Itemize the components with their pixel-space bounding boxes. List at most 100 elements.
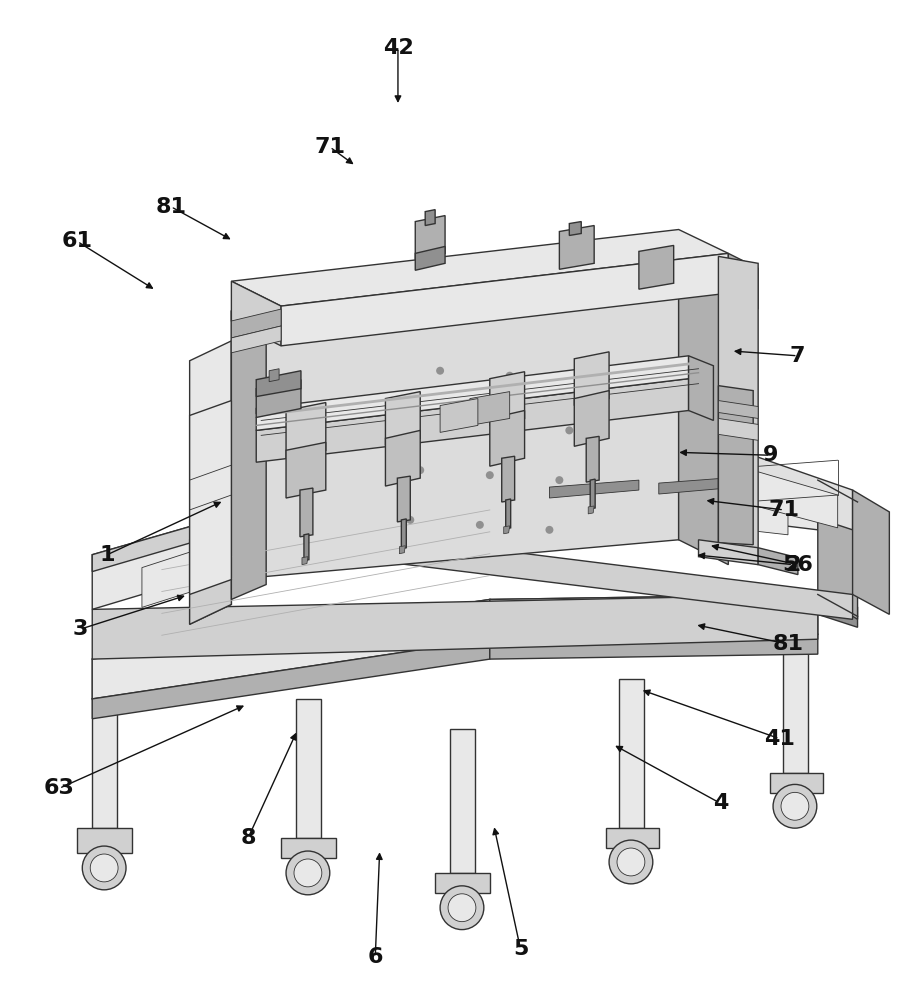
Text: 41: 41: [764, 729, 795, 749]
Polygon shape: [490, 634, 818, 659]
Circle shape: [781, 792, 809, 820]
Text: 61: 61: [62, 231, 92, 251]
Polygon shape: [490, 410, 525, 466]
Polygon shape: [399, 546, 405, 554]
Polygon shape: [256, 371, 301, 397]
Polygon shape: [718, 401, 758, 418]
Polygon shape: [415, 216, 445, 259]
Polygon shape: [142, 458, 788, 607]
Polygon shape: [574, 352, 609, 406]
Polygon shape: [435, 873, 490, 893]
Circle shape: [407, 516, 414, 524]
Text: 6: 6: [367, 947, 383, 967]
Circle shape: [416, 466, 424, 474]
Polygon shape: [351, 532, 853, 619]
Polygon shape: [231, 326, 282, 353]
Polygon shape: [504, 526, 510, 534]
Polygon shape: [490, 372, 525, 425]
Polygon shape: [606, 828, 659, 848]
Polygon shape: [286, 403, 325, 458]
Polygon shape: [758, 548, 798, 575]
Polygon shape: [256, 380, 301, 417]
Polygon shape: [92, 639, 490, 719]
Polygon shape: [574, 391, 609, 446]
Polygon shape: [619, 679, 643, 828]
Circle shape: [505, 372, 514, 380]
Polygon shape: [231, 261, 678, 580]
Polygon shape: [698, 540, 758, 565]
Polygon shape: [282, 838, 335, 858]
Polygon shape: [256, 356, 688, 430]
Polygon shape: [256, 379, 688, 462]
Polygon shape: [502, 456, 515, 502]
Polygon shape: [302, 557, 308, 565]
Circle shape: [476, 521, 484, 529]
Polygon shape: [78, 828, 132, 853]
Circle shape: [448, 894, 476, 922]
Polygon shape: [231, 230, 728, 306]
Polygon shape: [688, 356, 714, 420]
Polygon shape: [425, 210, 435, 226]
Polygon shape: [351, 450, 853, 532]
Polygon shape: [718, 386, 753, 545]
Circle shape: [436, 367, 444, 375]
Polygon shape: [370, 460, 837, 530]
Polygon shape: [92, 599, 490, 699]
Polygon shape: [718, 256, 758, 550]
Polygon shape: [505, 499, 511, 529]
Polygon shape: [189, 520, 231, 624]
Text: 42: 42: [383, 38, 413, 58]
Polygon shape: [639, 245, 674, 289]
Polygon shape: [269, 369, 279, 382]
Polygon shape: [818, 594, 857, 627]
Polygon shape: [490, 440, 818, 495]
Polygon shape: [231, 296, 266, 599]
Polygon shape: [386, 430, 420, 486]
Circle shape: [441, 886, 484, 930]
Polygon shape: [470, 392, 510, 425]
Text: 63: 63: [44, 778, 75, 798]
Circle shape: [546, 526, 553, 534]
Circle shape: [566, 426, 573, 434]
Text: 71: 71: [769, 500, 800, 520]
Circle shape: [773, 784, 817, 828]
Polygon shape: [441, 399, 478, 432]
Polygon shape: [659, 477, 739, 494]
Polygon shape: [728, 253, 758, 309]
Text: 3: 3: [72, 619, 88, 639]
Circle shape: [495, 421, 504, 429]
Text: 2: 2: [785, 555, 801, 575]
Polygon shape: [304, 534, 309, 561]
Text: 4: 4: [713, 793, 728, 813]
Text: 7: 7: [790, 346, 805, 366]
Polygon shape: [559, 226, 594, 269]
Polygon shape: [300, 488, 313, 537]
Polygon shape: [189, 401, 231, 594]
Circle shape: [426, 416, 434, 424]
Circle shape: [294, 859, 322, 887]
Polygon shape: [589, 506, 594, 514]
Polygon shape: [678, 261, 728, 565]
Circle shape: [82, 846, 126, 890]
Polygon shape: [296, 699, 321, 838]
Circle shape: [617, 848, 645, 876]
Polygon shape: [490, 594, 818, 639]
Polygon shape: [569, 222, 581, 235]
Polygon shape: [590, 479, 595, 509]
Polygon shape: [549, 480, 639, 498]
Polygon shape: [450, 729, 475, 873]
Polygon shape: [92, 659, 117, 828]
Circle shape: [486, 471, 494, 479]
Polygon shape: [401, 519, 407, 549]
Text: 8: 8: [240, 828, 256, 848]
Polygon shape: [771, 773, 823, 793]
Polygon shape: [189, 341, 231, 624]
Polygon shape: [398, 476, 410, 522]
Text: 1: 1: [100, 545, 115, 565]
Text: 71: 71: [314, 137, 345, 157]
Polygon shape: [783, 624, 808, 773]
Text: 56: 56: [782, 555, 813, 575]
Polygon shape: [92, 440, 490, 572]
Circle shape: [575, 377, 583, 385]
Text: 5: 5: [513, 939, 528, 959]
